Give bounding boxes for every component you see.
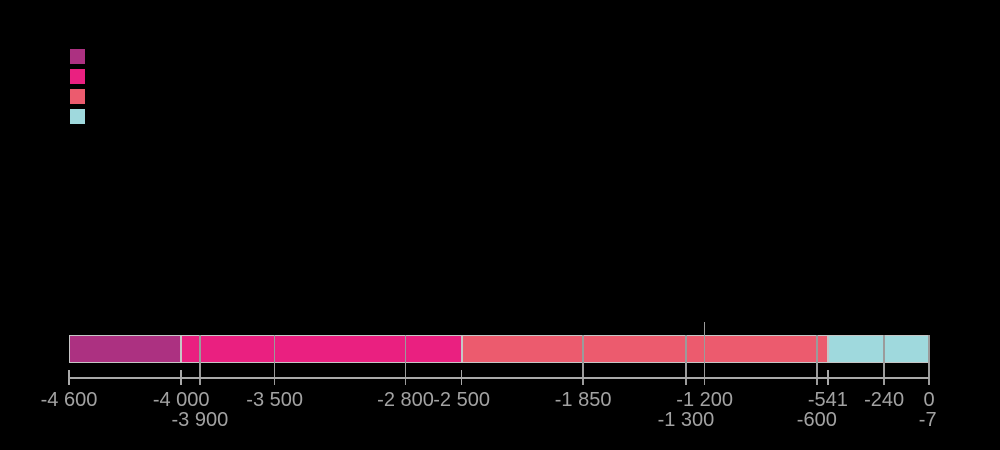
gridline [404, 335, 407, 385]
tick-label: -3 500 [246, 389, 303, 411]
tick-label: -2 500 [433, 389, 490, 411]
tick-label: -541 [807, 389, 848, 411]
legend-swatch-4[interactable] [70, 109, 85, 124]
legend-swatch-2[interactable] [70, 69, 85, 84]
gridline [582, 335, 584, 385]
segment-4[interactable] [827, 335, 929, 363]
tick-label: -3 900 [171, 409, 229, 431]
tick-label: -4 000 [152, 389, 210, 411]
tick-label: -240 [864, 389, 905, 411]
tick-label: -7 [918, 409, 937, 431]
segment-2[interactable] [181, 335, 462, 363]
tick-label: -1 200 [676, 389, 733, 411]
tick-label: -600 [796, 409, 837, 431]
tick-label: -1 300 [657, 409, 715, 431]
axis-line [69, 377, 929, 379]
segment-1[interactable] [69, 335, 182, 363]
tick-label: -2 800 [377, 389, 434, 411]
gridline [928, 335, 930, 385]
tick-label: 0 [923, 389, 935, 411]
gridline [703, 322, 706, 385]
gridline [685, 335, 687, 385]
tick-label: -4 600 [40, 389, 98, 411]
gridline [273, 335, 276, 385]
gridline [883, 335, 885, 385]
segment-3[interactable] [461, 335, 828, 363]
legend-swatch-1[interactable] [70, 49, 85, 64]
tick-label: -1 850 [554, 389, 612, 411]
legend-swatch-3[interactable] [70, 89, 85, 104]
gridline [816, 335, 818, 385]
gridline [199, 335, 201, 385]
